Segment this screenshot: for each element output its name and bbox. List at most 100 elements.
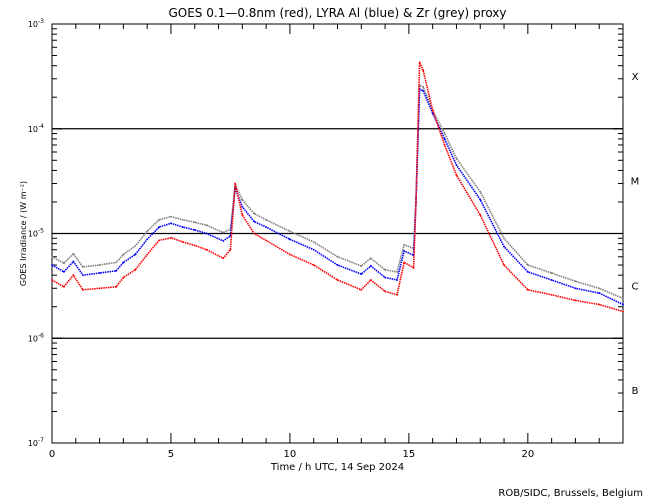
data-point [289, 230, 291, 233]
data-point [403, 243, 406, 246]
x-tick-label: 10 [284, 449, 297, 460]
data-point [181, 226, 184, 229]
data-point [503, 245, 505, 248]
data-point [503, 237, 505, 240]
data-point [205, 232, 208, 235]
data-point [51, 279, 53, 281]
data-point [422, 89, 425, 92]
flare-class-label: M [631, 177, 640, 188]
data-point [193, 244, 196, 247]
flare-class-label: B [632, 386, 639, 397]
data-point [550, 272, 553, 274]
data-point [115, 261, 118, 264]
x-tick-label: 15 [403, 449, 416, 460]
data-point [170, 236, 172, 239]
data-point [369, 265, 372, 267]
x-tick-label: 20 [521, 449, 534, 460]
data-point [229, 248, 232, 251]
data-point [289, 253, 291, 256]
data-point [384, 276, 386, 279]
flare-class-label: X [632, 72, 639, 83]
data-point [360, 288, 363, 291]
data-point [422, 86, 425, 88]
data-point [122, 261, 125, 264]
data-point [82, 265, 84, 268]
data-point [146, 238, 149, 241]
data-point [526, 288, 529, 291]
data-point [598, 303, 601, 306]
chart-title: GOES 0.1—0.8nm (red), LYRA Al (blue) & Z… [168, 6, 506, 20]
data-point [72, 252, 75, 255]
data-point [134, 245, 137, 247]
y-tick-label-base: 10 [28, 20, 38, 29]
data-point [443, 132, 446, 135]
footer-credit: ROB/SIDC, Brussels, Belgium [498, 488, 643, 499]
series-line-0 [51, 62, 624, 313]
data-point [443, 144, 446, 146]
data-point [503, 264, 505, 266]
data-point [360, 273, 363, 275]
data-point [253, 220, 256, 223]
data-point [265, 218, 268, 221]
data-point [146, 230, 149, 233]
series-line-1 [51, 87, 624, 306]
data-point [550, 293, 553, 296]
data-point [415, 201, 417, 203]
y-tick-label-exp: -6 [38, 332, 44, 339]
data-point [550, 279, 553, 281]
data-point [122, 253, 125, 256]
data-point [312, 241, 315, 243]
data-point [422, 69, 425, 72]
data-point [158, 239, 160, 242]
data-point [158, 226, 160, 229]
data-point [82, 288, 84, 291]
data-point [403, 250, 406, 252]
data-point [396, 279, 398, 281]
data-point [193, 221, 196, 224]
data-point [62, 262, 65, 265]
data-point [222, 239, 225, 242]
data-point [622, 297, 624, 300]
data-point [598, 292, 601, 294]
data-point [253, 212, 256, 215]
data-point [98, 272, 101, 274]
x-tick-label: 0 [49, 449, 55, 460]
data-point [72, 260, 75, 263]
data-point [98, 264, 101, 266]
data-point [265, 239, 268, 242]
y-tick-label-exp: -4 [38, 123, 44, 130]
data-point [455, 174, 458, 177]
data-point [241, 214, 244, 216]
y-tick-label-exp: -5 [38, 228, 44, 235]
data-point [134, 268, 137, 271]
data-point [312, 248, 315, 251]
data-point [181, 241, 184, 243]
data-point [253, 232, 256, 235]
data-point [479, 198, 482, 201]
data-point [241, 198, 244, 201]
data-point [455, 157, 458, 160]
data-point [526, 270, 529, 273]
data-point [134, 253, 137, 256]
data-point [443, 138, 446, 140]
y-tick-label-base: 10 [28, 334, 38, 343]
data-point [479, 214, 482, 216]
data-point [222, 257, 225, 260]
x-tick-label: 5 [168, 449, 174, 460]
data-point [312, 264, 315, 266]
data-point [369, 279, 372, 281]
data-point [62, 270, 65, 273]
data-point [115, 285, 118, 288]
data-point [193, 229, 196, 231]
data-point [622, 310, 624, 313]
data-point [369, 257, 372, 260]
data-point [146, 253, 149, 256]
data-point [98, 287, 101, 290]
data-point [62, 285, 65, 288]
data-point [574, 280, 577, 283]
data-point [574, 299, 577, 302]
y-tick-label-base: 10 [28, 125, 38, 134]
data-point [222, 231, 225, 234]
data-point [265, 226, 268, 229]
